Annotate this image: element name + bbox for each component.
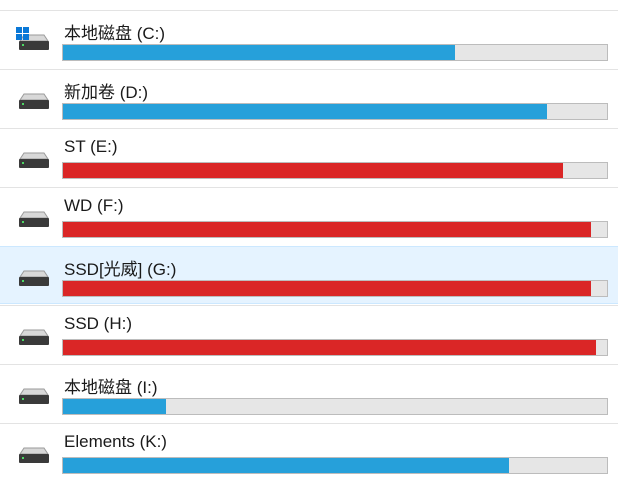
usage-bar xyxy=(63,104,548,119)
usage-bar xyxy=(63,163,564,178)
drive-row[interactable]: 本地磁盘 (C:) xyxy=(0,10,618,68)
usage-track xyxy=(62,162,608,179)
drive-icon xyxy=(19,152,49,168)
usage-track xyxy=(62,280,608,297)
usage-bar xyxy=(63,222,591,237)
drive-row[interactable]: ST (E:) xyxy=(0,128,618,186)
drive-label: 新加卷 (D:) xyxy=(64,83,149,102)
drive-row[interactable]: WD (F:) xyxy=(0,187,618,245)
usage-bar xyxy=(63,458,510,473)
drive-label: Elements (K:) xyxy=(64,432,167,451)
drive-icon xyxy=(19,93,49,109)
drive-row[interactable]: 新加卷 (D:) xyxy=(0,69,618,127)
drive-icon xyxy=(19,270,49,286)
drive-label: SSD[光威] (G:) xyxy=(64,260,177,279)
usage-track xyxy=(62,457,608,474)
drive-label: 本地磁盘 (I:) xyxy=(64,378,158,397)
drive-row[interactable]: SSD (H:) xyxy=(0,305,618,363)
drive-row[interactable]: Elements (K:) xyxy=(0,423,618,481)
usage-track xyxy=(62,339,608,356)
drive-icon xyxy=(16,27,49,50)
drive-row[interactable]: SSD[光威] (G:) xyxy=(0,246,618,304)
drive-row[interactable]: 本地磁盘 (I:) xyxy=(0,364,618,422)
drive-icon xyxy=(19,447,49,463)
drive-icon xyxy=(19,329,49,345)
drive-icon xyxy=(19,211,49,227)
drive-label: ST (E:) xyxy=(64,137,118,156)
drive-label: 本地磁盘 (C:) xyxy=(64,24,166,43)
usage-bar xyxy=(63,281,591,296)
usage-bar xyxy=(63,399,167,414)
usage-track xyxy=(62,221,608,238)
usage-bar xyxy=(63,340,597,355)
usage-track xyxy=(62,103,608,120)
drive-icon xyxy=(19,388,49,404)
usage-bar xyxy=(63,45,455,60)
drive-label: SSD (H:) xyxy=(64,314,132,333)
usage-track xyxy=(62,398,608,415)
drive-label: WD (F:) xyxy=(64,196,124,215)
usage-track xyxy=(62,44,608,61)
